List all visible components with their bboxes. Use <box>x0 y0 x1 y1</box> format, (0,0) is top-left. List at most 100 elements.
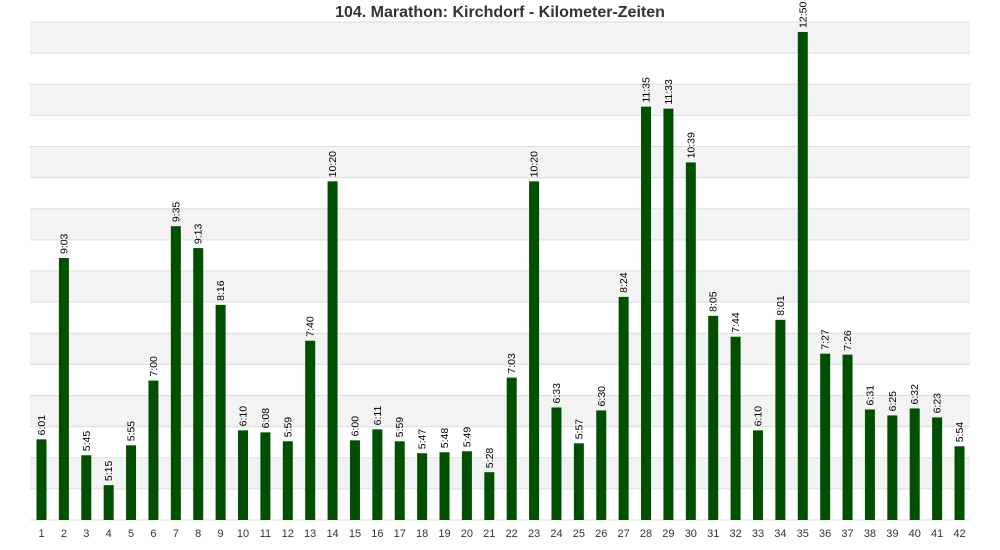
grid-band <box>30 22 970 54</box>
x-tick-label: 18 <box>416 528 428 540</box>
x-tick-label: 7 <box>173 528 179 540</box>
bar-km-23 <box>529 181 540 521</box>
bar-km-35 <box>797 31 808 521</box>
grid-band <box>30 84 970 116</box>
data-label: 11:35 <box>641 77 653 103</box>
bar-km-36 <box>820 353 831 520</box>
x-tick-label: 26 <box>595 528 607 540</box>
x-tick-label: 35 <box>797 528 809 540</box>
grid-band <box>30 177 970 209</box>
bars-group <box>36 31 965 521</box>
bar-km-26 <box>596 410 607 520</box>
grid-band <box>30 146 970 178</box>
x-tick-label: 37 <box>841 528 853 540</box>
bar-km-38 <box>864 409 875 520</box>
bar-km-31 <box>708 315 719 520</box>
data-label: 8:01 <box>775 295 787 316</box>
data-labels-group: 6:01 9:03 5:45 5:15 5:55 7:00 9:35 9:13 8:16 6:10… <box>36 2 966 482</box>
bar-km-3 <box>81 455 92 520</box>
bar-km-7 <box>170 226 181 520</box>
data-label: 6:23 <box>932 393 944 414</box>
data-label: 9:03 <box>58 233 70 254</box>
x-tick-label: 29 <box>662 528 674 540</box>
x-tick-label: 19 <box>438 528 450 540</box>
x-tick-label: 39 <box>886 528 898 540</box>
x-tick-label: 14 <box>326 528 338 540</box>
x-tick-label: 32 <box>729 528 741 540</box>
x-tick-label: 42 <box>953 528 965 540</box>
data-label: 9:35 <box>170 202 182 223</box>
x-axis-ticks: 1 2 3 4 5 6 7 8 9 10 11 12 13 14 15 16 17 18 19 20 21 22 23 24 2… <box>38 528 965 540</box>
data-label: 6:08 <box>260 408 272 429</box>
data-label: 6:33 <box>551 383 563 404</box>
x-tick-label: 38 <box>864 528 876 540</box>
data-label: 7:00 <box>148 356 160 377</box>
data-label: 5:55 <box>126 421 138 442</box>
grid-band <box>30 488 970 520</box>
data-label: 8:16 <box>215 280 227 301</box>
x-tick-label: 34 <box>774 528 786 540</box>
data-label: 10:20 <box>529 151 541 177</box>
bar-km-40 <box>909 408 920 520</box>
bar-km-18 <box>417 453 428 520</box>
data-label: 6:30 <box>596 386 608 407</box>
bar-km-15 <box>349 440 360 520</box>
data-label: 7:27 <box>820 329 832 350</box>
bar-km-17 <box>394 441 405 520</box>
grid-band <box>30 208 970 240</box>
data-label: 6:10 <box>238 406 250 427</box>
bar-km-39 <box>887 415 898 520</box>
data-label: 6:32 <box>909 384 921 405</box>
x-tick-label: 31 <box>707 528 719 540</box>
x-tick-label: 17 <box>394 528 406 540</box>
x-tick-label: 21 <box>483 528 495 540</box>
x-tick-label: 25 <box>573 528 585 540</box>
chart-title: 104. Marathon: Kirchdorf - Kilometer-Zei… <box>335 4 665 21</box>
grid-band <box>30 395 970 427</box>
bar-km-19 <box>439 452 450 520</box>
data-label: 5:47 <box>417 429 429 450</box>
x-tick-label: 24 <box>550 528 562 540</box>
x-tick-label: 8 <box>195 528 201 540</box>
x-tick-label: 3 <box>83 528 89 540</box>
x-tick-label: 28 <box>640 528 652 540</box>
bar-km-34 <box>775 319 786 520</box>
bar-km-22 <box>506 377 517 520</box>
bar-km-9 <box>215 304 226 520</box>
data-label: 12:50 <box>797 2 809 28</box>
x-tick-label: 13 <box>304 528 316 540</box>
bar-km-11 <box>260 432 271 520</box>
bar-km-14 <box>327 181 338 521</box>
x-tick-label: 15 <box>349 528 361 540</box>
data-label: 7:03 <box>506 353 518 374</box>
bar-km-30 <box>685 162 696 520</box>
grid-band <box>30 271 970 303</box>
x-tick-label: 10 <box>237 528 249 540</box>
grid-band <box>30 457 970 489</box>
data-label: 10:39 <box>685 132 697 158</box>
grid-band <box>30 115 970 147</box>
bar-km-5 <box>126 445 137 520</box>
data-label: 6:00 <box>349 416 361 437</box>
bar-km-12 <box>282 441 293 520</box>
data-label: 8:05 <box>708 291 720 312</box>
data-label: 8:24 <box>618 272 630 293</box>
bar-km-2 <box>58 258 69 520</box>
data-label: 5:59 <box>394 417 406 438</box>
data-label: 9:13 <box>193 223 205 244</box>
bar-km-32 <box>730 336 741 520</box>
x-tick-label: 12 <box>282 528 294 540</box>
grid-band <box>30 53 970 85</box>
data-label: 7:26 <box>842 330 854 351</box>
bar-km-41 <box>932 417 943 520</box>
data-label: 5:15 <box>103 461 115 482</box>
data-label: 6:25 <box>887 391 899 412</box>
bar-km-21 <box>484 472 495 520</box>
data-label: 11:33 <box>663 79 675 105</box>
data-label: 6:31 <box>864 385 876 406</box>
grid-band <box>30 426 970 458</box>
grid-band <box>30 364 970 396</box>
bar-km-8 <box>193 248 204 521</box>
grid-band <box>30 239 970 271</box>
